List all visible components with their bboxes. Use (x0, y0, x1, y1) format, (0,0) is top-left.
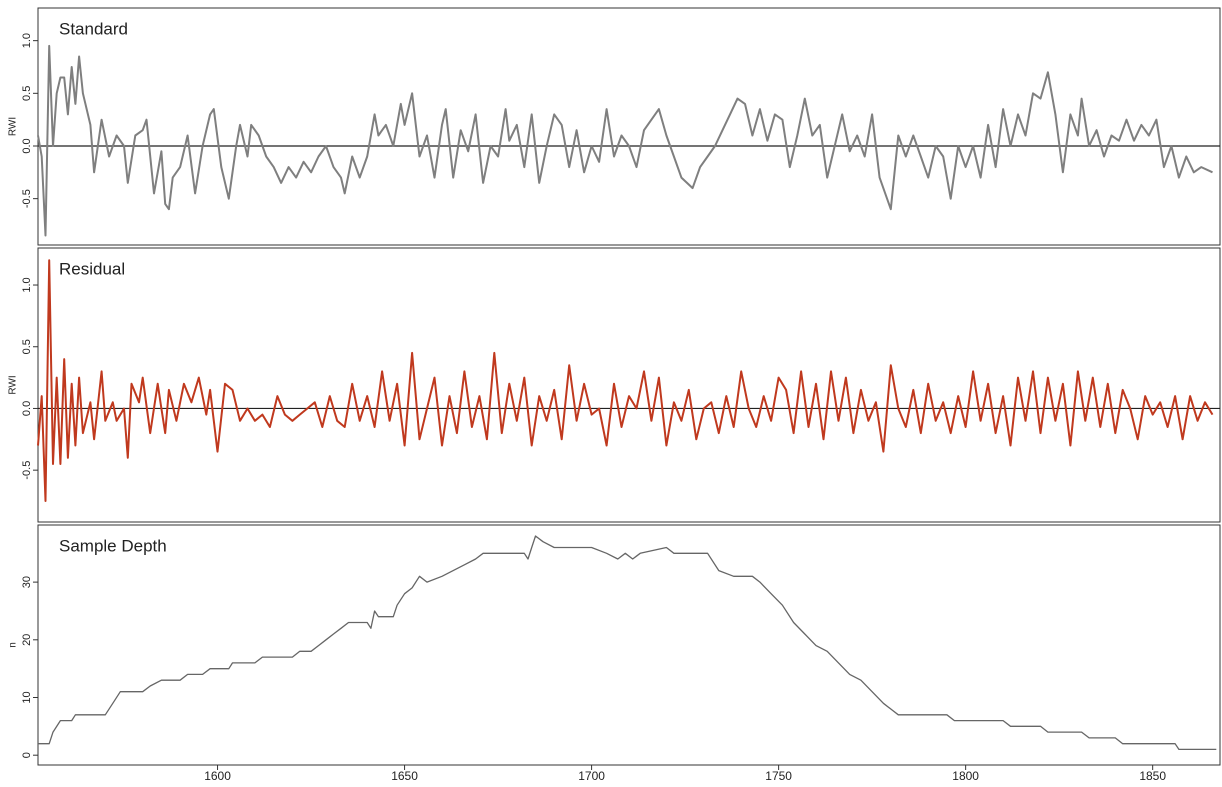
x-tick-label: 1650 (391, 769, 418, 783)
panel-title: Sample Depth (59, 536, 167, 555)
x-tick-label: 1700 (578, 769, 605, 783)
panel-title: Residual (59, 259, 125, 278)
y-tick-label: 0.5 (21, 86, 33, 101)
y-tick-label: 30 (21, 576, 33, 588)
data-line (37, 259, 1214, 502)
panel-frame (37, 524, 1221, 766)
x-tick-label: 1600 (204, 769, 231, 783)
y-tick-label: 1.0 (21, 277, 33, 292)
y-tick-label: -0.5 (21, 461, 33, 480)
y-axis-label: RWI (8, 117, 19, 136)
x-tick-label: 1800 (952, 769, 979, 783)
y-axis-label: n (8, 642, 19, 648)
y-tick-label: 0.0 (21, 138, 33, 153)
data-line (37, 44, 1213, 237)
y-tick-label: -0.5 (21, 189, 33, 208)
y-axis-label: RWI (8, 375, 19, 394)
y-tick-label: 20 (21, 634, 33, 646)
data-line (38, 535, 1217, 751)
x-tick-label: 1850 (1139, 769, 1166, 783)
y-tick-label: 0.5 (21, 339, 33, 354)
panel-title: Standard (59, 19, 128, 38)
x-tick-label: 1750 (765, 769, 792, 783)
y-tick-label: 0 (21, 752, 33, 758)
y-tick-label: 10 (21, 691, 33, 703)
y-tick-label: 1.0 (21, 33, 33, 48)
y-tick-label: 0.0 (21, 401, 33, 416)
panel-frame (37, 247, 1221, 523)
